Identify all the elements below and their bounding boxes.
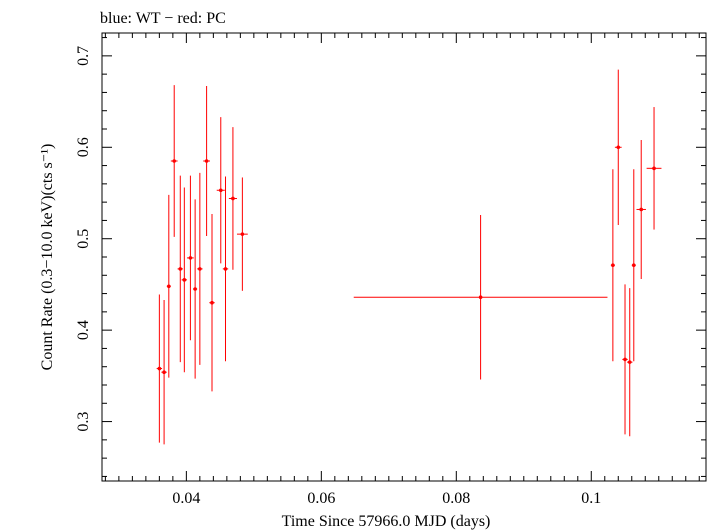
data-marker [162,370,166,375]
data-marker [639,207,644,212]
data-marker [172,159,177,163]
data-marker [627,360,632,364]
y-tick-label: 0.4 [75,320,92,340]
y-tick-label: 0.3 [75,412,92,432]
data-points [156,69,662,445]
data-point [216,117,225,264]
data-point [181,187,188,373]
data-point [161,299,167,445]
data-marker [157,366,162,371]
data-marker [188,256,193,260]
data-marker [611,263,615,268]
plot-frame [101,32,707,482]
x-axis-label: Time Since 57966.0 MJD (days) [282,513,491,530]
y-axis-label: Count Rate (0.3−10.0 keV)(cts s⁻¹) [39,144,56,371]
data-point [187,175,194,341]
data-marker [193,287,197,291]
data-point [203,86,210,236]
data-point [636,139,646,279]
data-point [236,177,248,291]
data-point [177,175,183,363]
data-marker [652,166,656,171]
data-point [627,288,633,437]
data-marker [210,300,214,305]
y-axis-ticks: 0.3 0.4 0.5 0.6 0.7 [75,37,706,477]
data-point [222,176,229,362]
data-marker [204,159,209,163]
y-tick-label: 0.6 [75,137,92,157]
data-marker [178,267,183,271]
data-marker [231,196,235,201]
x-axis-ticks: 0.04 0.06 0.08 0.1 [104,33,700,507]
y-tick-label: 0.7 [75,46,92,66]
data-point [197,172,203,365]
data-point [193,199,198,379]
x-tick-label: 0.06 [307,490,335,507]
data-point [166,194,171,378]
data-marker [167,284,171,289]
data-point [228,127,237,270]
data-marker [223,267,228,271]
data-point [646,107,662,230]
data-marker [198,267,202,271]
data-point [610,169,615,362]
data-marker [478,295,483,300]
data-point [622,284,628,435]
x-tick-label: 0.08 [442,490,470,507]
data-marker [616,145,621,150]
x-tick-label: 0.1 [581,490,601,507]
data-marker [623,357,627,362]
data-marker [240,232,245,236]
data-point [614,69,622,225]
data-point [353,214,608,380]
data-point [170,85,178,237]
x-tick-label: 0.04 [172,490,200,507]
data-marker [631,263,636,268]
chart-title: blue: WT − red: PC [100,10,226,27]
data-point [631,169,636,362]
y-tick-label: 0.5 [75,229,92,249]
data-marker [218,188,223,193]
data-point [156,294,163,443]
data-point [209,214,215,392]
data-marker [182,278,187,282]
